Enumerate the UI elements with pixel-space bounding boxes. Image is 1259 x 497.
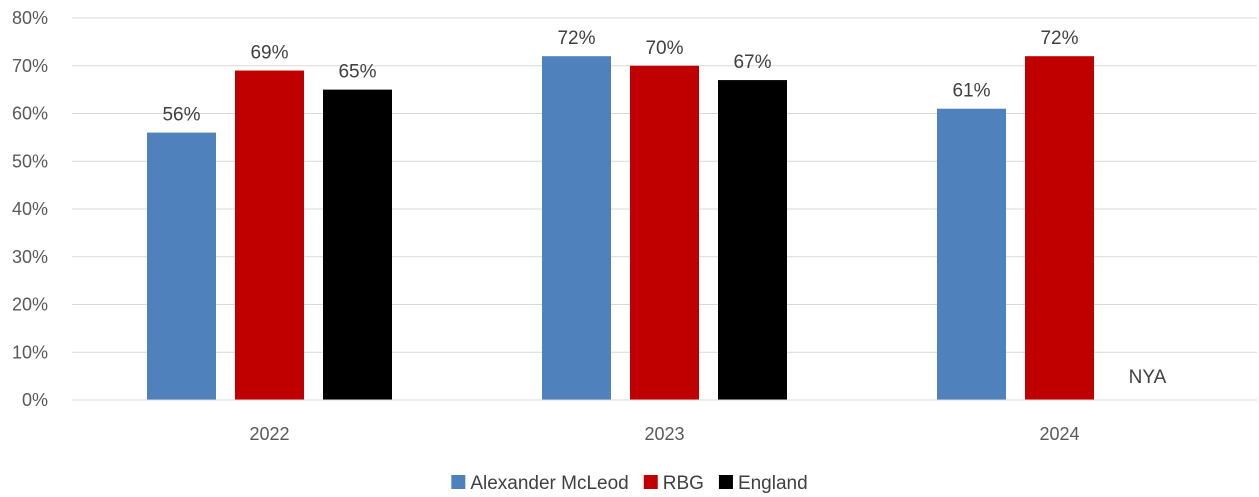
y-tick-label: 80% [12, 8, 48, 28]
bars [147, 56, 1094, 401]
bar [1025, 56, 1094, 400]
bar [147, 132, 216, 400]
legend-swatch [643, 475, 658, 489]
y-tick-label: 50% [12, 151, 48, 171]
x-tick-label: 2022 [249, 424, 289, 444]
data-label: 72% [557, 28, 595, 49]
y-tick-label: 10% [12, 342, 48, 362]
data-label: 56% [162, 105, 200, 126]
bar [937, 108, 1006, 400]
legend-label: England [738, 473, 808, 494]
y-tick-label: 60% [12, 104, 48, 124]
bar [718, 80, 787, 400]
x-axis-tick-labels: 2022 2023 2024 [249, 424, 1079, 444]
y-tick-label: 70% [12, 56, 48, 76]
bar [235, 70, 304, 401]
bar [323, 89, 392, 400]
y-tick-label: 20% [12, 295, 48, 315]
legend-label: RBG [663, 473, 704, 494]
legend: Alexander McLeod RBG England [451, 473, 808, 494]
data-label: 69% [250, 43, 288, 64]
legend-swatch [718, 475, 733, 489]
legend-swatch [451, 475, 466, 489]
y-axis-tick-labels: 0% 10% 20% 30% 40% 50% 60% 70% 80% [12, 8, 48, 410]
bar [542, 56, 611, 400]
bar [630, 65, 699, 400]
data-label: NYA [1129, 367, 1167, 388]
legend-label: Alexander McLeod [470, 473, 628, 494]
data-label: 67% [733, 52, 771, 73]
x-tick-label: 2023 [644, 424, 684, 444]
y-tick-label: 40% [12, 199, 48, 219]
data-label: 70% [645, 38, 683, 59]
data-label: 65% [338, 62, 376, 83]
y-tick-label: 0% [22, 390, 48, 410]
x-tick-label: 2024 [1039, 424, 1079, 444]
data-labels: 56% 69% 65% 72% 70% 67% 61% 72% NYA [162, 28, 1166, 388]
data-label: 72% [1040, 28, 1078, 49]
data-label: 61% [952, 81, 990, 102]
y-tick-label: 30% [12, 247, 48, 267]
